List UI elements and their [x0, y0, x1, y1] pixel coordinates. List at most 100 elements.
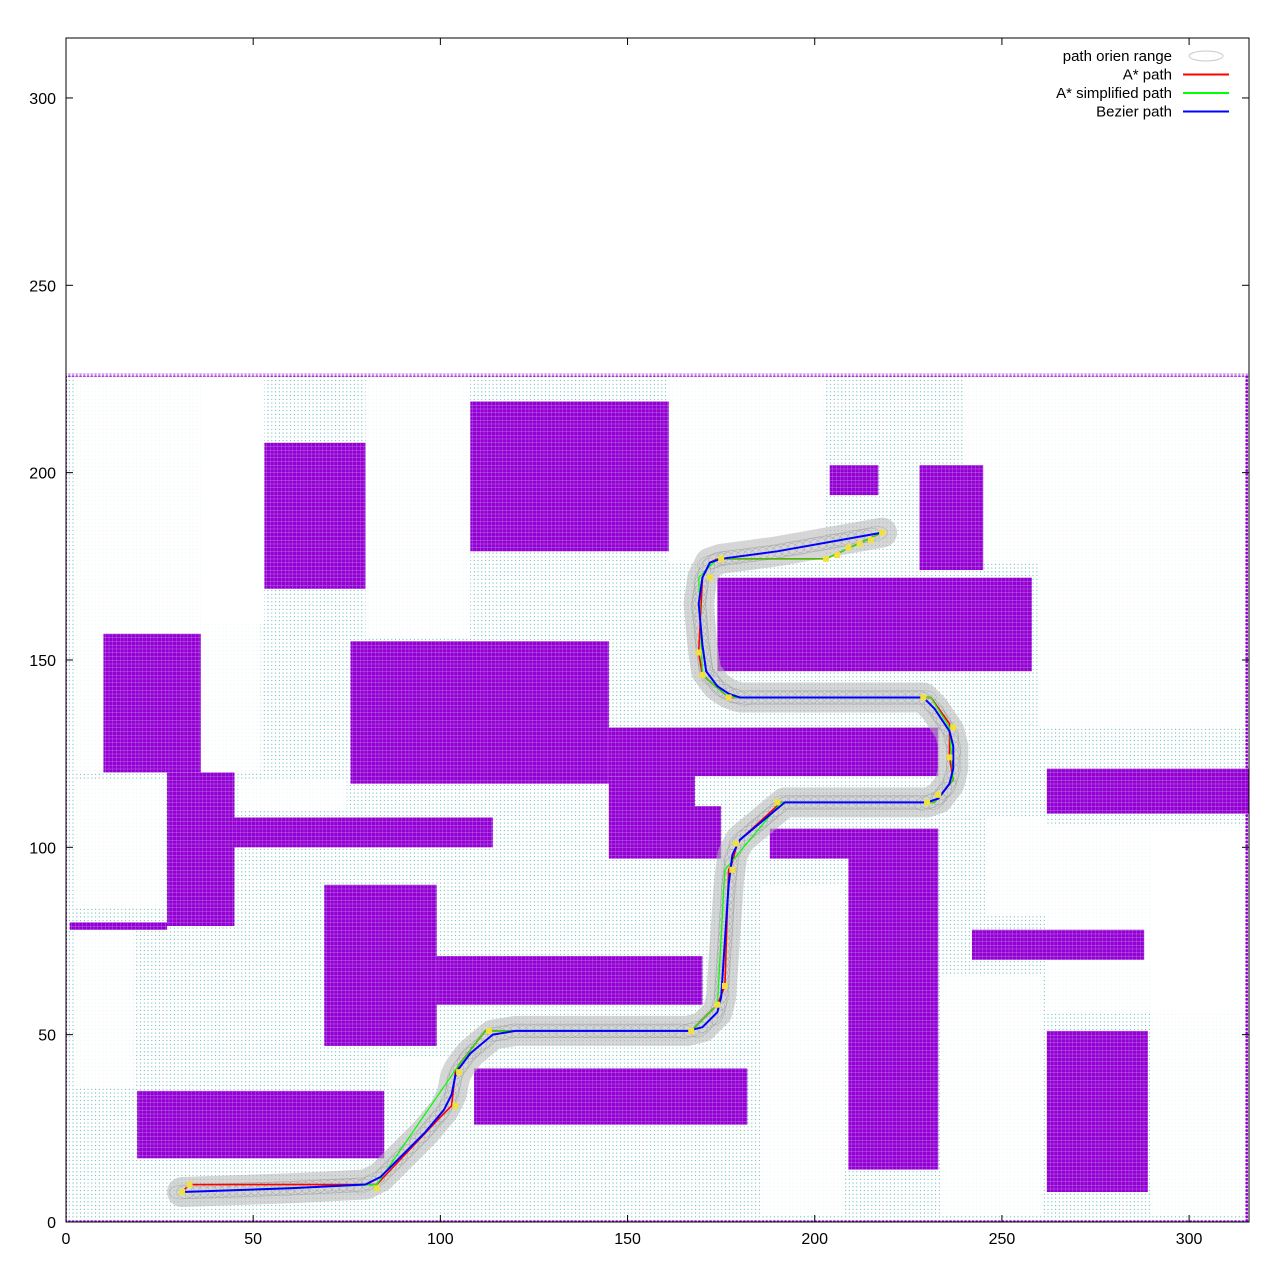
waypoint-marker: [186, 1181, 193, 1188]
clear-area: [238, 779, 347, 810]
obstacle-block: [717, 577, 1032, 672]
obstacle-block: [971, 929, 1145, 960]
axis-ticks: 0 50 100 150 200 250 300 0 50 100 150 200 250 300: [29, 38, 1249, 1248]
waypoint-marker: [774, 799, 781, 806]
legend-label: A* simplified path: [1056, 85, 1172, 102]
clear-area: [200, 375, 265, 623]
obstacle-block: [470, 401, 669, 552]
obstacle-block: [264, 442, 366, 589]
x-tick-label: 200: [801, 1231, 828, 1248]
waypoint-marker: [879, 529, 886, 536]
y-tick-label: 200: [29, 466, 56, 483]
waypoint-marker: [946, 754, 953, 761]
obstacle-block: [474, 1068, 748, 1125]
clear-area: [986, 817, 1047, 915]
y-tick-label: 300: [29, 91, 56, 108]
x-tick-label: 150: [614, 1231, 641, 1248]
obstacle-block: [234, 817, 493, 848]
path-waypoints: [179, 529, 957, 1196]
y-tick-label: 150: [29, 653, 56, 670]
clear-area: [762, 884, 845, 1215]
legend-label: path orien range: [1063, 48, 1172, 65]
obstacle-block: [350, 641, 609, 784]
clear-area: [668, 375, 826, 563]
waypoint-marker: [456, 1069, 463, 1076]
y-tick-label: 250: [29, 278, 56, 295]
path-series: [181, 531, 955, 1194]
clear-area: [942, 974, 1044, 1215]
waypoint-marker: [935, 791, 942, 798]
obstacle-block: [1046, 1030, 1148, 1193]
obstacles: [69, 401, 1249, 1193]
obstacle-block: [167, 772, 235, 926]
plot-area: [66, 373, 1249, 1222]
clear-area: [73, 929, 134, 1088]
clear-area: [1046, 824, 1249, 1013]
waypoint-marker: [699, 671, 706, 678]
waypoint-marker: [834, 552, 841, 559]
obstacle-block: [848, 858, 939, 1170]
orien-ellipse: [727, 835, 745, 860]
waypoint-marker: [845, 544, 852, 551]
waypoint-marker: [725, 694, 732, 701]
waypoint-marker: [486, 1027, 493, 1034]
waypoint-marker: [950, 724, 957, 731]
waypoint-marker: [856, 540, 863, 547]
waypoint-marker: [718, 555, 725, 562]
orien-ellipse: [681, 1021, 708, 1037]
waypoint-marker: [452, 1102, 459, 1109]
clear-area: [365, 375, 471, 638]
obstacle-block: [769, 828, 939, 859]
obstacle-block: [694, 806, 722, 859]
obstacle-block: [919, 465, 984, 571]
obstacle-block: [608, 727, 939, 777]
astar-path-line: [181, 531, 955, 1193]
x-tick-label: 0: [62, 1231, 71, 1248]
waypoint-marker: [688, 1027, 695, 1034]
clear-area: [73, 779, 164, 908]
waypoint-marker: [714, 1001, 721, 1008]
waypoint-marker: [924, 799, 931, 806]
waypoint-marker: [733, 840, 740, 847]
waypoint-marker: [179, 1189, 186, 1196]
waypoint-marker: [729, 866, 736, 873]
orien-ellipse: [919, 792, 946, 809]
obstacle-block: [829, 465, 879, 496]
x-tick-label: 100: [427, 1231, 454, 1248]
y-tick-label: 0: [47, 1215, 56, 1232]
obstacle-block: [69, 922, 168, 930]
plot-frame: [65, 37, 1250, 1223]
boundary-bottom: [66, 1220, 1249, 1222]
x-tick-label: 250: [989, 1231, 1016, 1248]
clear-area: [1039, 562, 1249, 728]
waypoint-marker: [822, 555, 829, 562]
x-tick-label: 50: [244, 1231, 262, 1248]
boundary-right: [1245, 375, 1248, 1222]
orien-ellipse: [697, 557, 715, 583]
obstacle-block: [1046, 768, 1249, 814]
waypoint-marker: [695, 649, 702, 656]
waypoint-marker: [920, 694, 927, 701]
waypoint-marker: [867, 537, 874, 544]
legend-swatch-orien: [1188, 50, 1224, 62]
clear-area: [964, 375, 1249, 563]
obstacle-block: [436, 955, 703, 1005]
obstacle-block: [324, 884, 437, 1046]
obstacle-block: [608, 776, 695, 859]
legend-label: Bezier path: [1096, 104, 1172, 121]
waypoint-marker: [706, 574, 713, 581]
obstacle-block: [103, 633, 201, 773]
boundary-top: [66, 373, 1249, 377]
y-tick-label: 100: [29, 840, 56, 857]
waypoint-marker: [373, 1185, 380, 1192]
map-boundary: [66, 373, 1249, 1222]
obstacle-block: [137, 1090, 385, 1159]
x-tick-label: 300: [1176, 1231, 1203, 1248]
y-tick-label: 50: [38, 1028, 56, 1045]
bezier-path-line: [182, 531, 955, 1194]
legend-label: A* path: [1123, 67, 1172, 84]
boundary-left: [66, 375, 68, 1222]
waypoint-marker: [721, 982, 728, 989]
